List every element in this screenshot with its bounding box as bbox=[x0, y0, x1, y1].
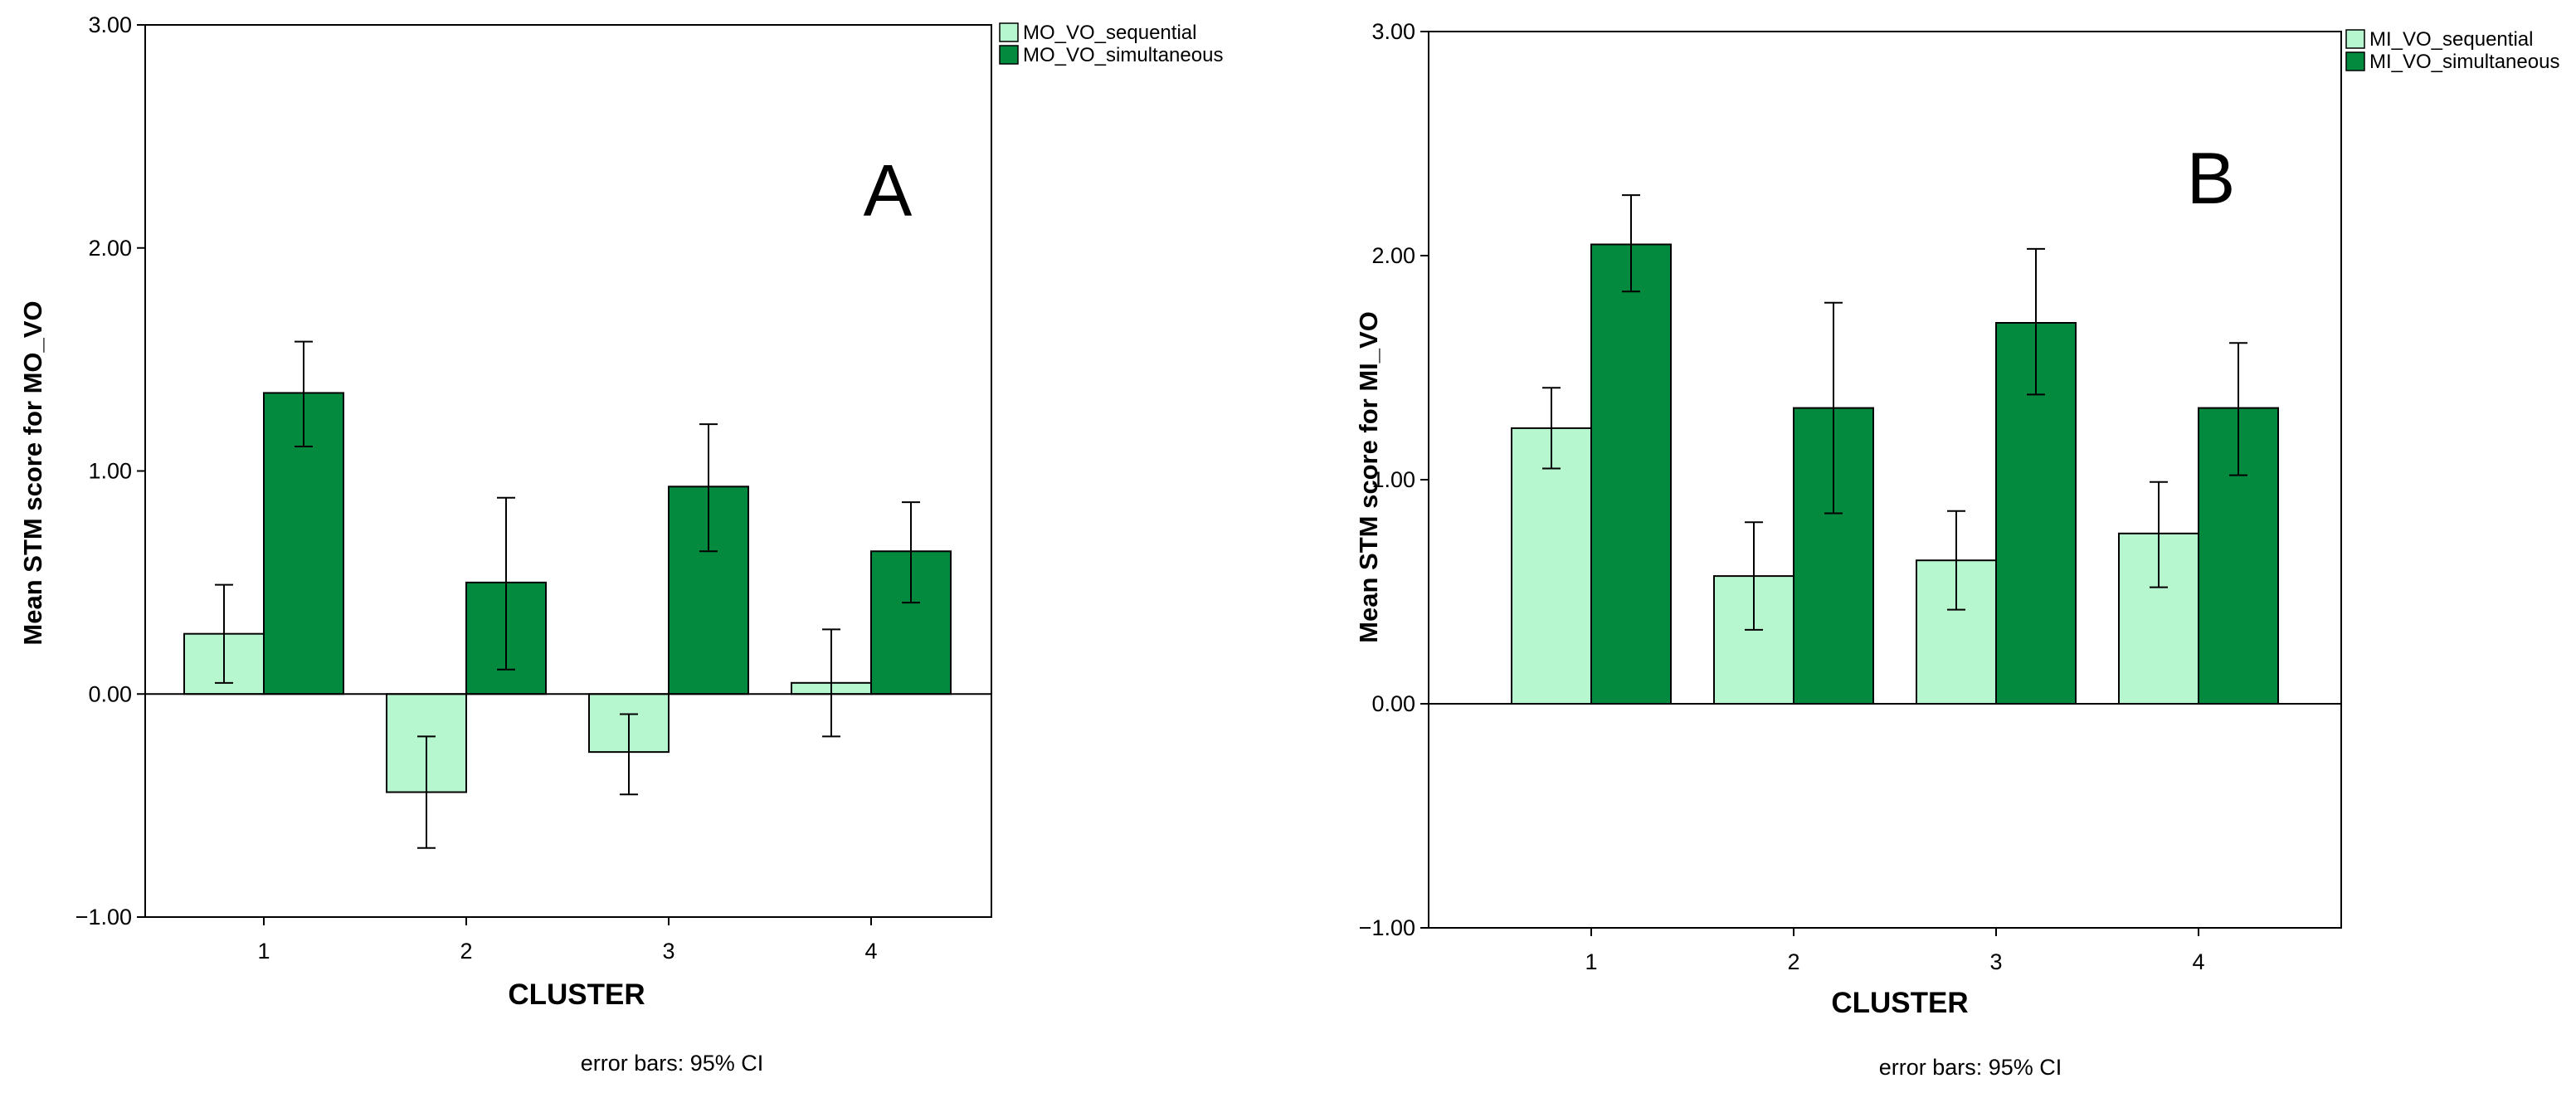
y-tick-label: 1.00 bbox=[88, 459, 132, 484]
bars-group bbox=[183, 340, 952, 849]
x-tick-label: 3 bbox=[662, 939, 674, 964]
y-ticks-group: 3.00 2.00 1.00 0.00 −1.00 bbox=[1359, 19, 1429, 940]
y-tick-label: 0.00 bbox=[1371, 691, 1415, 716]
chart-panel-a: 3.00 2.00 1.00 0.00 −1.00 1 2 3 4 Mean STM scor… bbox=[18, 12, 1223, 1076]
legend-swatch bbox=[999, 22, 1019, 42]
legend-label: MI_VO_simultaneous bbox=[2369, 51, 2559, 73]
panel-letter: A bbox=[864, 149, 913, 232]
x-tick-label: 2 bbox=[1787, 949, 1799, 974]
error-bar-footnote: error bars: 95% CI bbox=[1879, 1055, 2062, 1080]
y-axis-label: Mean STM score for MI_VO bbox=[1354, 311, 1383, 643]
x-tick-label: 1 bbox=[1585, 949, 1597, 974]
y-axis-label: Mean STM score for MO_VO bbox=[18, 300, 47, 645]
x-ticks-group: 1 2 3 4 bbox=[1585, 928, 2205, 974]
bar bbox=[1511, 427, 1592, 705]
y-tick-label: 0.00 bbox=[88, 681, 132, 706]
y-tick-label: 2.00 bbox=[1371, 243, 1415, 268]
bars-group bbox=[1511, 194, 2279, 705]
bar bbox=[1590, 243, 1672, 705]
y-tick-label: −1.00 bbox=[75, 905, 132, 930]
x-tick-label: 2 bbox=[460, 939, 472, 964]
error-bar-footnote: error bars: 95% CI bbox=[581, 1051, 764, 1076]
x-axis-label: CLUSTER bbox=[508, 978, 645, 1011]
legend-swatch bbox=[2345, 51, 2365, 71]
y-tick-label: 3.00 bbox=[88, 12, 132, 37]
legend-label: MO_VO_simultaneous bbox=[1023, 44, 1223, 66]
y-tick-label: 2.00 bbox=[88, 236, 132, 261]
y-tick-label: −1.00 bbox=[1359, 915, 1415, 940]
y-tick-label: 1.00 bbox=[1371, 467, 1415, 492]
x-axis-label: CLUSTER bbox=[1831, 987, 1968, 1019]
x-tick-label: 1 bbox=[257, 939, 270, 964]
legend-label: MO_VO_sequential bbox=[1023, 22, 1196, 44]
legend-label: MI_VO_sequential bbox=[2369, 28, 2533, 51]
panel-letter: B bbox=[2187, 137, 2236, 219]
chart-panel-b: 3.00 2.00 1.00 0.00 −1.00 1 2 3 4 Mean STM scor… bbox=[1354, 19, 2559, 1080]
legend-swatch bbox=[2345, 29, 2365, 49]
y-tick-label: 3.00 bbox=[1371, 19, 1415, 44]
x-tick-label: 4 bbox=[864, 939, 877, 964]
x-ticks-group: 1 2 3 4 bbox=[257, 917, 878, 964]
x-tick-label: 3 bbox=[1989, 949, 2002, 974]
legend-swatch bbox=[999, 45, 1019, 65]
x-tick-label: 4 bbox=[2192, 949, 2204, 974]
y-ticks-group: 3.00 2.00 1.00 0.00 −1.00 bbox=[75, 12, 145, 930]
